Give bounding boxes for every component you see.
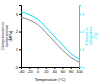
tick: 0 [16, 65, 21, 70]
y-axis-title: Compression orcompressive(MPa) [0, 21, 13, 50]
tick-label: 3 [82, 12, 85, 17]
tick-label: 0 [82, 65, 85, 70]
tick-label: 0 [16, 65, 19, 70]
tick-mark [79, 14, 81, 15]
tick: 80 [69, 67, 74, 74]
tick: 3 [16, 12, 21, 17]
tick-label: 1 [82, 47, 85, 52]
tick: -20 [27, 67, 34, 74]
tick-mark [79, 67, 81, 68]
tick-label: 0 [37, 69, 40, 74]
tick-label: 40 [52, 69, 57, 74]
tick-label: 20 [44, 69, 49, 74]
tick: 1 [79, 47, 85, 52]
tick-mark [79, 32, 81, 33]
tick-label: 1 [16, 47, 19, 52]
tick-mark [79, 49, 81, 50]
tick: 60 [61, 67, 66, 74]
tick-label: 3 [16, 12, 19, 17]
tick-label: -20 [27, 69, 34, 74]
tick: 40 [52, 67, 57, 74]
axis-line [80, 6, 82, 68]
series-line [21, 17, 79, 62]
tick-mark [19, 67, 21, 68]
y2-axis-title: Flexion orelongation(%) [84, 27, 98, 46]
series-line [21, 12, 79, 59]
tick-label: 2 [16, 29, 19, 34]
chart: -40-2002040608010001230123Temperature (°… [0, 0, 100, 83]
tick: 2 [16, 29, 21, 34]
tick-mark [19, 14, 21, 15]
tick: 1 [16, 47, 21, 52]
x-axis: -40-20020406080100 [19, 67, 84, 74]
tick: 0 [37, 67, 40, 74]
tick-label: 80 [69, 69, 74, 74]
tick: 0 [79, 65, 85, 70]
x-axis-title: Temperature (°C) [35, 77, 66, 82]
tick-mark [19, 32, 21, 33]
tick: 20 [44, 67, 49, 74]
tick: -40 [19, 67, 26, 74]
tick: 3 [79, 12, 85, 17]
axis-line [19, 6, 22, 68]
tick-label: -40 [19, 69, 26, 74]
tick-label: 60 [61, 69, 66, 74]
y-axis: 0 1 2 3 [16, 6, 22, 70]
plot-area [21, 12, 79, 62]
tick-mark [19, 49, 21, 50]
